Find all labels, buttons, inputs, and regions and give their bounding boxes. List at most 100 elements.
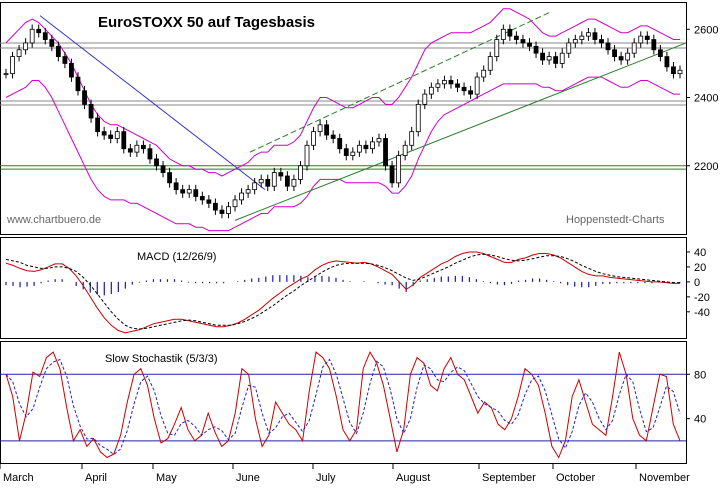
candle-body [265,179,271,187]
candle-body [435,83,441,88]
candle-body [69,63,74,78]
candle-body [75,76,81,92]
macd-tick-label: 0 [694,277,700,289]
candle-body [468,90,474,95]
panel-frame-1 [0,2,687,235]
candle-body [114,131,120,139]
candle-body [219,209,225,214]
candle-body [180,189,186,194]
candle-body [514,35,519,40]
candle-body [520,39,526,44]
candle-body [284,175,290,187]
candle-body [651,39,657,51]
panel-frame-2 [0,237,687,339]
candle-body [572,39,578,44]
downtrend-line [39,15,266,191]
candle-body [304,144,310,167]
candle-body [631,42,637,54]
candle-body [95,117,101,133]
candle-body [173,182,179,191]
stochastic-panel-title: Slow Stochastik (5/3/3) [105,353,218,365]
candle-body [585,32,591,37]
stochastic-d-line [5,358,681,456]
month-label: June [236,472,260,484]
candle-body [638,35,644,44]
macd-tick-label: 20 [694,262,706,274]
month-label: August [396,472,430,484]
macd-tick-label: 40 [694,247,706,259]
candle-body [337,138,343,150]
bollinger-lower-line [5,76,680,232]
candle-body [376,138,382,143]
candle-body [644,35,650,40]
candle-body [500,28,506,40]
candle-body [16,49,22,57]
candle-body [55,45,61,57]
candle-body [356,144,362,153]
candle-body [487,56,493,71]
candle-body [298,165,303,180]
candle-body [121,131,127,150]
candle-body [160,165,166,173]
candle-body [389,165,395,184]
candle-body [409,131,415,146]
macd-tick-label: -40 [694,307,710,319]
candle-body [422,93,428,105]
month-label: May [156,472,177,484]
candle-body [481,69,487,78]
candle-body [448,80,454,85]
candle-body [232,199,238,208]
month-label: March [3,472,34,484]
candle-body [677,69,683,75]
candle-body [527,42,532,47]
candle-body [428,86,434,95]
price-tick-label: 2600 [694,24,718,36]
candle-body [415,103,421,133]
candle-body [127,148,133,153]
month-label: July [316,472,336,484]
uptrend-line [234,42,687,221]
stochastic-tick-label: 80 [694,369,706,381]
candle-body [461,86,467,92]
candle-body [599,39,604,44]
candle-body [147,148,153,160]
candle-body [363,144,369,150]
candle-body [134,144,140,153]
candle-body [507,28,513,37]
candle-body [271,172,277,187]
macd-line [5,251,680,334]
candle-body [10,56,15,75]
candle-body [141,144,146,150]
month-label: September [482,472,536,484]
candle-body [23,42,29,51]
watermark-left: www.chartbuero.de [6,214,101,226]
trend-channel-line [249,11,551,153]
candle-body [36,28,42,34]
candle-body [212,202,218,211]
candle-body [239,192,244,201]
candle-body [88,103,94,119]
candle-body [42,32,48,40]
month-label: April [85,472,107,484]
candle-body [101,131,107,136]
candle-body [559,52,565,64]
candle-body [108,134,114,139]
candle-body [533,45,539,54]
candle-body [252,182,258,191]
candle-body [612,49,617,57]
candle-body [62,56,68,64]
month-label: November [639,472,690,484]
macd-signal-line [5,253,680,330]
panel-frame-3 [0,341,687,464]
candle-body [350,151,356,156]
candle-body [664,56,670,68]
bollinger-upper-line [5,8,680,177]
stochastic-k-line [5,350,681,459]
candle-body [618,56,624,61]
candle-body [370,141,375,150]
candle-body [402,144,408,156]
candle-body [442,80,447,85]
candle-body [186,189,192,194]
candle-body [258,179,264,184]
candle-body [474,76,480,95]
